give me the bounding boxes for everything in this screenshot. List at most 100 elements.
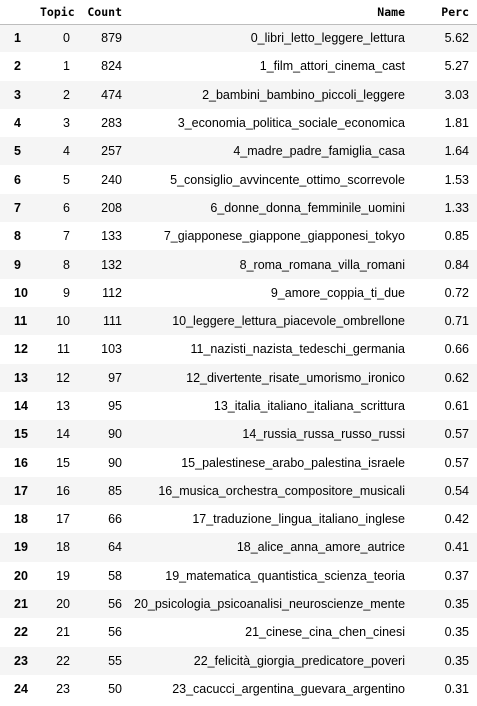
row-index: 13 (14, 370, 28, 385)
count-cell: 56 (108, 597, 122, 612)
count-cell: 85 (108, 483, 122, 498)
topic-cell: 12 (56, 370, 70, 385)
count-cell: 112 (102, 285, 122, 300)
count-cell: 95 (108, 399, 122, 413)
table-row: 4 3 283 3_economia_politica_sociale_economi… (0, 108, 477, 138)
table-row: 23 22 55 22_felicità_giorgia_predicatore_po… (0, 646, 477, 675)
name-cell: 16_musica_orchestra_compositore_musicali (158, 483, 405, 498)
name-cell: 8_roma_romana_villa_romani (239, 257, 405, 272)
topic-cell: 16 (56, 483, 70, 498)
row-index: 15 (14, 427, 28, 442)
perc-cell: 1.64 (444, 144, 469, 159)
table-row: 13 12 97 12_divertente_risate_umorismo_iron… (0, 363, 477, 392)
perc-cell: 0.71 (444, 314, 469, 329)
row-index: 19 (14, 540, 28, 555)
perc-cell: 0.31 (444, 681, 469, 696)
count-cell: 56 (108, 625, 122, 640)
row-index: 20 (14, 568, 28, 583)
name-cell: 10_leggere_lettura_piacevole_ombrellone (172, 314, 405, 329)
topic-cell: 0 (63, 31, 70, 46)
name-cell: 6_donne_donna_femminile_uomini (210, 200, 405, 215)
row-index: 17 (14, 483, 28, 498)
row-index: 21 (14, 597, 28, 612)
row-index: 22 (14, 625, 28, 640)
table-row: 15 14 90 14_russia_russa_russo_russi 0.57 (0, 420, 477, 449)
index-column-header (0, 0, 34, 25)
perc-cell: 0.57 (444, 455, 469, 470)
name-cell: 3_economia_politica_sociale_economica (177, 116, 405, 131)
row-index: 7 (14, 200, 21, 215)
topic-cell: 6 (63, 200, 70, 215)
name-cell: 5_consiglio_avvincente_ottimo_scorrevole (170, 172, 405, 187)
name-cell: 7_giapponese_giappone_giapponesi_tokyo (163, 229, 405, 244)
name-cell: 9_amore_coppia_ti_due (270, 285, 405, 300)
name-cell: 19_matematica_quantistica_scienza_teoria (165, 568, 405, 583)
row-index: 24 (14, 681, 28, 696)
topic-column-header[interactable]: Topic (34, 0, 76, 25)
topic-cell: 18 (56, 540, 70, 555)
perc-cell: 0.61 (444, 399, 469, 413)
row-index: 23 (14, 653, 28, 668)
perc-cell: 0.57 (444, 427, 469, 442)
table-row: 12 11 103 11_nazisti_nazista_tedeschi_germa… (0, 335, 477, 364)
name-cell: 14_russia_russa_russo_russi (242, 427, 405, 442)
perc-cell: 0.35 (444, 653, 469, 668)
perc-cell: 5.27 (444, 59, 469, 74)
row-index: 2 (14, 59, 21, 74)
perc-cell: 1.81 (444, 116, 469, 131)
topic-cell: 13 (56, 399, 70, 413)
topic-cell: 9 (63, 285, 70, 300)
count-cell: 133 (101, 229, 122, 244)
topic-cell: 20 (56, 597, 70, 612)
count-cell: 879 (101, 31, 122, 46)
name-cell: 20_psicologia_psicoanalisi_neuroscienze_… (134, 597, 406, 612)
perc-cell: 0.35 (444, 597, 469, 612)
topic-cell: 22 (56, 653, 70, 668)
row-index: 4 (14, 116, 21, 131)
name-cell: 2_bambini_bambino_piccoli_leggere (202, 87, 405, 102)
perc-cell: 1.53 (444, 172, 469, 187)
topic-cell: 11 (57, 342, 70, 357)
row-index: 3 (14, 87, 21, 102)
topic-cell: 8 (63, 257, 70, 272)
count-cell: 824 (101, 59, 122, 74)
name-column-header[interactable]: Name (128, 0, 411, 25)
table-row: 11 10 111 10_leggere_lettura_piacevole_ombr… (0, 306, 477, 336)
topic-cell: 17 (56, 512, 70, 527)
count-cell: 50 (108, 681, 122, 696)
count-cell: 64 (108, 540, 122, 555)
row-index: 10 (14, 285, 28, 300)
name-cell: 13_italia_italiano_italiana_scrittura (213, 399, 405, 413)
topic-cell: 7 (63, 229, 70, 244)
count-cell: 240 (101, 172, 122, 187)
count-cell: 103 (101, 342, 122, 357)
name-cell: 21_cinese_cina_chen_cinesi (245, 625, 405, 640)
perc-column-header[interactable]: Perc (411, 0, 477, 25)
perc-cell: 0.84 (444, 257, 469, 272)
perc-cell: 0.72 (444, 285, 469, 300)
row-index: 6 (14, 172, 21, 187)
table-header: Topic Count Name Perc (0, 0, 477, 25)
topic-cell: 4 (63, 144, 70, 159)
perc-cell: 0.42 (444, 512, 469, 527)
count-cell: 97 (108, 370, 122, 385)
row-index: 14 (14, 399, 28, 413)
name-cell: 12_divertente_risate_umorismo_ironico (186, 370, 405, 385)
count-column-header[interactable]: Count (76, 0, 128, 25)
table-row: 8 7 133 7_giapponese_giappone_giapponesi_to… (0, 222, 477, 251)
count-cell: 208 (101, 200, 122, 215)
table-row: 6 5 240 5_consiglio_avvincente_ottimo_scorr… (0, 165, 477, 194)
row-index: 1 (14, 31, 21, 46)
row-index: 9 (14, 257, 21, 272)
name-cell: 22_felicità_giorgia_predicatore_poveri (193, 653, 405, 668)
count-cell: 55 (108, 653, 122, 668)
topic-cell: 14 (56, 427, 70, 442)
table-row: 1 0 879 0_libri_letto_leggere_lettura 5.62 (0, 24, 477, 53)
count-cell: 257 (101, 144, 122, 159)
name-cell: 15_palestinese_arabo_palestina_israele (181, 455, 405, 470)
name-cell: 17_traduzione_lingua_italiano_inglese (192, 512, 405, 527)
topic-cell: 2 (63, 87, 70, 102)
table-row: 21 20 56 20_psicologia_psicoanalisi_neurosc… (0, 589, 477, 619)
name-cell: 4_madre_padre_famiglia_casa (233, 144, 405, 159)
